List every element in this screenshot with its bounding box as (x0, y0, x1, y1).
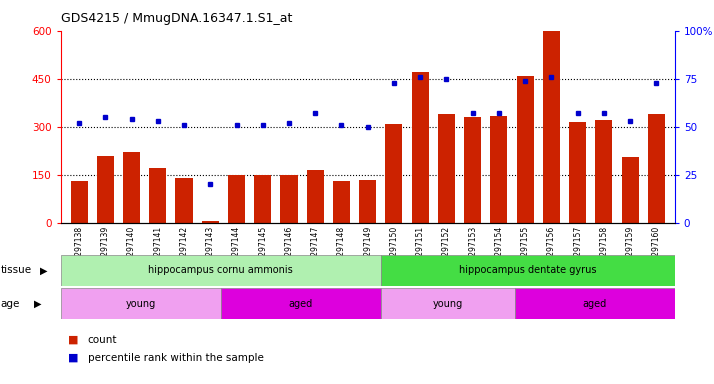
Text: GDS4215 / MmugDNA.16347.1.S1_at: GDS4215 / MmugDNA.16347.1.S1_at (61, 12, 292, 25)
Bar (97, 156, 114, 223)
Text: age: age (1, 299, 20, 309)
Bar (333, 181, 350, 223)
Bar (386, 124, 403, 223)
Text: hippocampus dentate gyrus: hippocampus dentate gyrus (459, 265, 597, 275)
Text: ▶: ▶ (40, 265, 48, 275)
Bar (61, 255, 381, 286)
Bar (228, 175, 245, 223)
Bar (438, 114, 455, 223)
Bar (123, 152, 140, 223)
Text: aged: aged (583, 299, 607, 309)
Bar (491, 116, 508, 223)
Text: count: count (88, 335, 117, 345)
Bar (381, 288, 515, 319)
Bar (71, 181, 88, 223)
Bar (359, 180, 376, 223)
Bar (622, 157, 638, 223)
Text: tissue: tissue (1, 265, 32, 275)
Bar (381, 255, 675, 286)
Bar (543, 31, 560, 223)
Bar (202, 221, 218, 223)
Bar (464, 117, 481, 223)
Bar (61, 288, 221, 319)
Bar (569, 122, 586, 223)
Bar (515, 288, 675, 319)
Bar (281, 175, 298, 223)
Text: young: young (433, 299, 463, 309)
Bar (176, 178, 193, 223)
Bar (517, 76, 533, 223)
Bar (149, 168, 166, 223)
Text: hippocampus cornu ammonis: hippocampus cornu ammonis (149, 265, 293, 275)
Text: ■: ■ (68, 335, 79, 345)
Text: ▶: ▶ (34, 299, 41, 309)
Bar (221, 288, 381, 319)
Text: percentile rank within the sample: percentile rank within the sample (88, 353, 263, 363)
Bar (648, 114, 665, 223)
Bar (412, 72, 428, 223)
Bar (254, 175, 271, 223)
Text: young: young (126, 299, 156, 309)
Text: aged: aged (289, 299, 313, 309)
Text: ■: ■ (68, 353, 79, 363)
Bar (307, 170, 323, 223)
Bar (595, 120, 613, 223)
